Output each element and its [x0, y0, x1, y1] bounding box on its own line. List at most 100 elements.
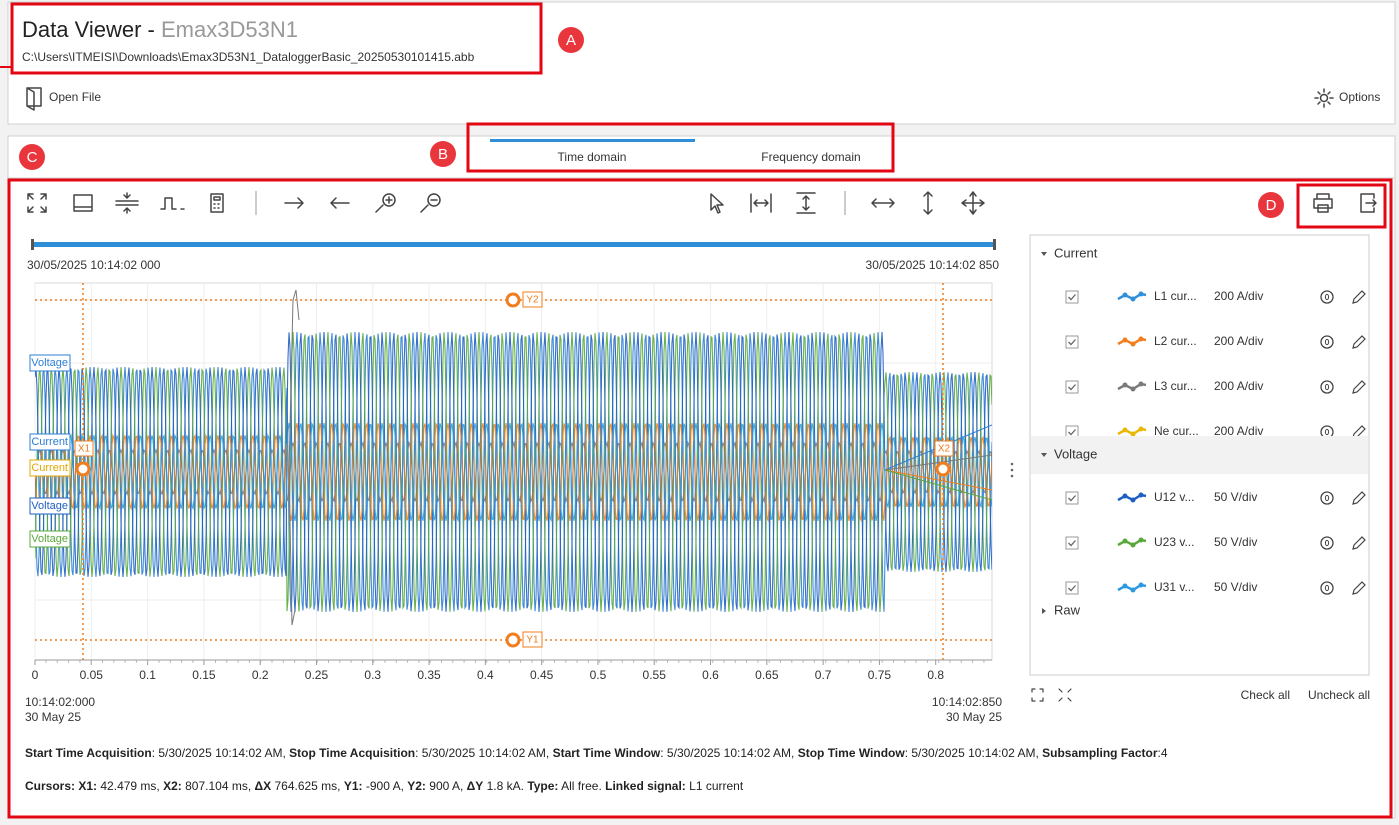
edit-signal[interactable] [1352, 380, 1366, 394]
timeline-handle[interactable] [993, 239, 996, 250]
pan-horizontal-icon[interactable] [871, 198, 895, 208]
checkbox[interactable] [1065, 581, 1079, 595]
uncheck-all[interactable]: Uncheck all [1308, 688, 1370, 702]
checkbox[interactable] [1065, 335, 1079, 349]
collapse-all[interactable] [1058, 688, 1072, 702]
info-value: 807.104 ms, [182, 779, 255, 793]
timeline-handle[interactable] [31, 239, 34, 250]
signal-color-dot [1122, 292, 1128, 298]
reset-offset[interactable] [1320, 536, 1334, 550]
export-icon[interactable] [1360, 193, 1377, 213]
fit-vertical-icon[interactable] [796, 192, 816, 214]
toggle-panel-icon[interactable] [73, 194, 93, 212]
info-label: ΔY [467, 779, 484, 793]
open-file-button[interactable]: Open File [26, 87, 101, 111]
fit-view-icon[interactable] [27, 193, 47, 213]
tab[interactable]: Frequency domain [761, 150, 860, 164]
dot [1010, 462, 1014, 466]
cursor-label-box [522, 291, 543, 308]
step-mode-icon[interactable] [160, 197, 185, 210]
next-icon[interactable] [284, 197, 304, 209]
options-label: Options [1339, 90, 1380, 104]
callout-marker [19, 144, 45, 170]
info-value: All free. [558, 779, 605, 793]
info-label: X2: [163, 779, 182, 793]
checkbox[interactable] [1065, 380, 1079, 394]
previous-icon[interactable] [330, 197, 350, 209]
waveform-spike [288, 289, 300, 626]
x-tick-label: 0.1 [139, 668, 156, 682]
reset-offset[interactable] [1320, 290, 1334, 304]
checkmark [1068, 495, 1076, 502]
signal-scale: 50 V/div [1214, 580, 1257, 594]
waveform [35, 421, 992, 523]
reset-offset[interactable] [1320, 380, 1334, 394]
info-label: Stop Time Window [798, 746, 906, 760]
zoom-in-icon[interactable] [375, 193, 396, 213]
signal-color-dot [1122, 427, 1128, 433]
edit-signal[interactable] [1352, 581, 1366, 595]
edit-signal[interactable] [1352, 491, 1366, 505]
reset-offset[interactable] [1320, 491, 1334, 505]
reset-offset[interactable] [1320, 335, 1334, 349]
pan-vertical-icon[interactable] [923, 191, 933, 215]
edit-signal[interactable] [1352, 536, 1366, 550]
cursor-label: Y1 [526, 635, 539, 646]
x-tick-label: 0.5 [590, 668, 607, 682]
select-icon[interactable] [710, 193, 724, 214]
cursor-handle[interactable] [935, 461, 951, 477]
checkbox[interactable] [1065, 536, 1079, 550]
signal-tag-label: Voltage [31, 500, 68, 512]
checkbox[interactable] [1065, 290, 1079, 304]
reset-offset[interactable] [1320, 581, 1334, 595]
cursor-handle[interactable] [75, 461, 91, 477]
signal-scale: 50 V/div [1214, 490, 1257, 504]
active-tab-indicator [490, 139, 695, 142]
cursor-info: Cursors: X1: 42.479 ms, X2: 807.104 ms, … [25, 779, 744, 793]
tab[interactable]: Time domain [558, 150, 627, 164]
check-all[interactable]: Check all [1241, 688, 1290, 702]
timeline-end: 30/05/2025 10:14:02 850 [866, 258, 1000, 272]
info-label: Y1: [344, 779, 363, 793]
calculator-icon[interactable] [210, 193, 224, 213]
signal-color-dot [1138, 582, 1144, 588]
reset-offset-zero [1324, 584, 1330, 592]
signal-color-dot [1130, 497, 1136, 503]
split-view-icon[interactable] [115, 192, 139, 214]
zoom-out-icon[interactable] [420, 193, 441, 213]
info-label: Linked signal: [605, 779, 686, 793]
timeline-bar[interactable] [33, 242, 995, 247]
signal-color-dot [1130, 341, 1136, 347]
edit-signal[interactable] [1352, 290, 1366, 304]
group-title: Raw [1054, 602, 1081, 617]
options-button[interactable]: Options [1314, 88, 1380, 108]
signal-tag[interactable] [29, 530, 71, 548]
expand-all[interactable] [1031, 688, 1044, 702]
group-title: Voltage [1054, 446, 1097, 461]
cursor-handle[interactable] [505, 632, 521, 648]
print-icon[interactable] [1313, 193, 1333, 213]
info-value: :4 [1158, 746, 1168, 760]
x-tick-label: 0.45 [530, 668, 554, 682]
info-label: ΔX [255, 779, 272, 793]
signal-tag[interactable] [29, 433, 71, 451]
panel-menu[interactable] [1010, 462, 1014, 478]
signal-tag[interactable] [29, 354, 71, 372]
info-value: L1 current [686, 779, 744, 793]
pan-icon[interactable] [961, 191, 985, 215]
waveform [35, 440, 992, 504]
fit-horizontal-icon[interactable] [750, 193, 772, 213]
signal-name: L3 cur... [1154, 379, 1197, 393]
group-toggle[interactable] [1042, 608, 1046, 614]
group-toggle[interactable] [1041, 453, 1047, 457]
signal-name: U23 v... [1154, 535, 1194, 549]
callout-label: D [1266, 197, 1277, 214]
checkbox[interactable] [1065, 491, 1079, 505]
x-tick-label: 0.05 [80, 668, 104, 682]
edit-signal[interactable] [1352, 335, 1366, 349]
signal-tag[interactable] [29, 497, 71, 515]
signal-tag[interactable] [29, 459, 71, 477]
group-toggle[interactable] [1041, 252, 1047, 256]
cursor-handle[interactable] [505, 292, 521, 308]
signal-scale: 200 A/div [1214, 379, 1263, 393]
